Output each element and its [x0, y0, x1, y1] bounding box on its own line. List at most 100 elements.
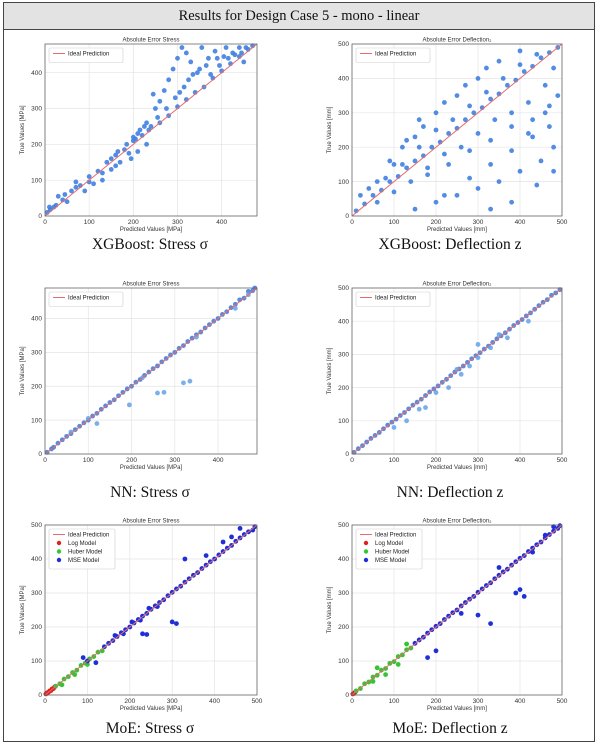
scatter-point [404, 137, 409, 143]
scatter-point-mse [458, 611, 464, 616]
caption-xgboost-deflection: XGBoost: Deflection z [378, 236, 522, 253]
y-tick-label: 500 [338, 522, 349, 529]
legend-entry: Huber Model [68, 550, 102, 556]
scatter-point-mse [220, 539, 226, 545]
scatter-point [108, 156, 114, 162]
caption-moe-stress: MoE: Stress σ [105, 720, 195, 737]
x-tick-label: 300 [473, 698, 484, 705]
scatter-point [496, 179, 502, 185]
scatter-point [538, 55, 544, 61]
scatter-point [183, 50, 189, 56]
y-axis-label: True Values [mm] [327, 106, 333, 153]
scatter-point [113, 163, 119, 169]
scatter-point [433, 390, 439, 395]
scatter-point-mse [425, 655, 430, 660]
scatter-point [496, 58, 502, 64]
scatter-point [64, 199, 70, 205]
scatter-point-mse [433, 648, 439, 654]
scatter-point-huber [374, 665, 380, 671]
scatter-point-mse [174, 621, 179, 626]
scatter-point [412, 206, 418, 212]
scatter-point [526, 131, 531, 136]
legend-entry: MSE Model [375, 558, 406, 564]
scatter-point [144, 141, 149, 147]
scatter-point [391, 425, 397, 430]
scatter-point [475, 76, 481, 81]
scatter-point [509, 199, 514, 205]
scatter-point [547, 124, 552, 129]
y-tick-label: 500 [31, 522, 42, 529]
scatter-point [547, 103, 552, 109]
scatter-point [467, 175, 472, 181]
scatter-point [188, 59, 194, 65]
scatter-point [517, 48, 523, 54]
y-tick-label: 300 [338, 590, 349, 597]
y-tick-label: 300 [31, 350, 42, 357]
x-tick-label: 300 [169, 457, 180, 464]
y-axis-label: True Values [mm] [327, 586, 333, 633]
scatter-point [203, 63, 209, 68]
scatter-point [433, 199, 439, 205]
scatter-point [471, 110, 477, 116]
x-axis-label: Predicted Values [MPa] [120, 227, 183, 233]
scatter-point-huber [387, 660, 393, 666]
scatter-point [488, 162, 493, 167]
scatter-point [243, 45, 249, 50]
scatter-point [69, 188, 74, 194]
y-tick-label: 400 [338, 76, 349, 83]
scatter-point [454, 192, 460, 198]
scatter-point [214, 55, 220, 61]
scatter-point [94, 421, 100, 426]
scatter-point-mse [557, 523, 563, 529]
scatter-point [124, 141, 130, 147]
scatter-point [446, 162, 451, 167]
scatter-point [150, 91, 156, 97]
scatter-point [488, 206, 493, 212]
x-tick-label: 300 [172, 219, 183, 226]
scatter-point [505, 82, 510, 88]
scatter-point [155, 115, 161, 120]
plot-title: Absolute Error Stress [122, 282, 179, 288]
x-axis-label: Predicted Values [mm] [427, 706, 487, 712]
scatter-point [232, 305, 238, 311]
scatter-point [488, 137, 493, 143]
x-tick-label: 400 [515, 219, 526, 226]
scatter-point-mse [144, 632, 150, 637]
x-tick-label: 200 [431, 698, 442, 705]
scatter-point [221, 54, 227, 59]
x-tick-label: 100 [84, 219, 95, 226]
legend-marker-dot [56, 557, 62, 563]
scatter-point-mse [146, 605, 152, 611]
scatter-point [366, 186, 372, 191]
scatter-point [128, 156, 134, 162]
scatter-point [509, 148, 514, 154]
y-tick-label: 400 [31, 70, 42, 77]
scatter-point [423, 405, 428, 410]
y-tick-label: 200 [338, 385, 349, 392]
y-tick-label: 400 [31, 556, 42, 563]
scatter-point [155, 390, 160, 396]
scatter-point [442, 192, 447, 198]
scatter-point [135, 131, 141, 136]
x-tick-label: 0 [350, 698, 354, 705]
x-tick-label: 500 [557, 457, 568, 464]
scatter-point [538, 158, 544, 164]
caption-moe-deflection: MoE: Deflection z [392, 720, 508, 737]
y-tick-label: 200 [338, 144, 349, 151]
scatter-point [175, 55, 180, 61]
scatter-point [526, 318, 531, 324]
x-axis-label: Predicted Values [mm] [427, 465, 487, 471]
scatter-point [425, 165, 430, 171]
x-tick-label: 0 [350, 219, 354, 226]
plot-title: Absolute Error Stress [122, 519, 179, 525]
y-tick-label: 0 [345, 692, 349, 699]
x-tick-label: 200 [128, 219, 139, 226]
x-tick-label: 0 [43, 698, 47, 705]
y-tick-label: 0 [38, 692, 42, 699]
scatter-point-huber [85, 662, 90, 667]
scatter-point-huber [404, 641, 409, 647]
scatter-point [374, 179, 380, 185]
x-axis-label: Predicted Values [MPa] [120, 465, 183, 471]
x-tick-label: 0 [43, 457, 47, 464]
scatter-point [433, 110, 439, 116]
